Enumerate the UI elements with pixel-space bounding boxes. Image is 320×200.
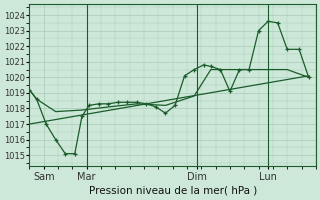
X-axis label: Pression niveau de la mer( hPa ): Pression niveau de la mer( hPa )	[89, 186, 257, 196]
